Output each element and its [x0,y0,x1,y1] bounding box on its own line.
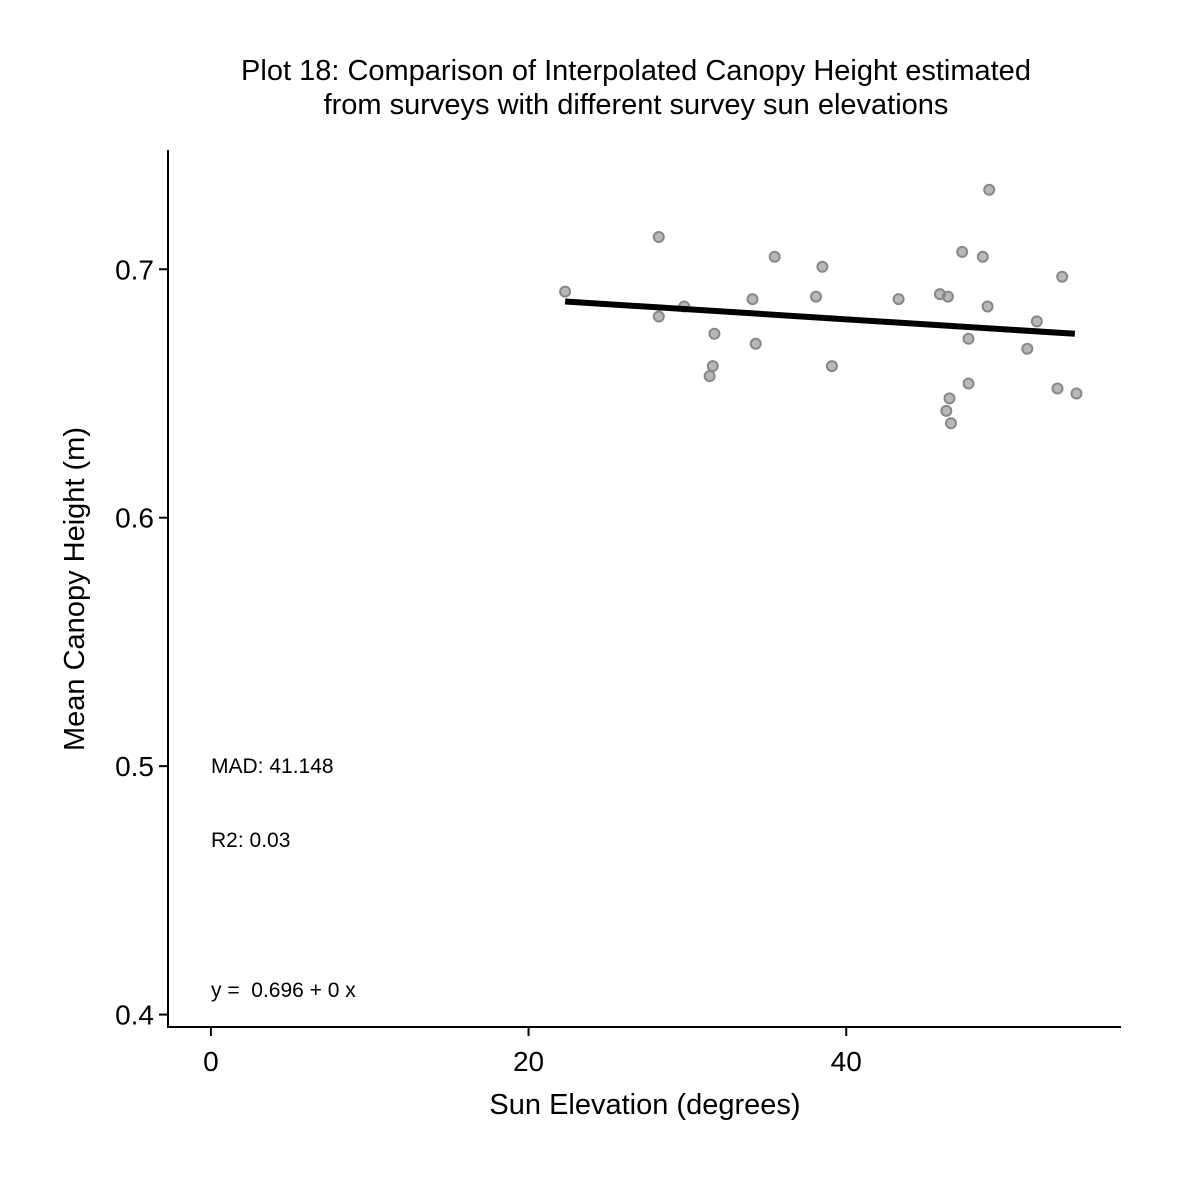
data-point [825,360,838,373]
data-point [1056,270,1069,283]
y-tick-label: 0.5 [115,751,154,782]
data-points [559,183,1083,430]
data-point [1030,315,1043,328]
data-point [1051,382,1064,395]
data-point [816,260,829,273]
axis-ticks: 0 20 40 0.4 0.5 0.6 0.7 [115,254,862,1077]
data-point [940,404,953,417]
data-point [708,327,721,340]
y-tick-label: 0.6 [115,503,154,534]
x-tick-label: 0 [203,1046,219,1077]
y-tick-label: 0.7 [115,254,154,285]
annotation-r2: R2: 0.03 [211,829,290,852]
data-point [962,377,975,390]
data-point [945,417,957,430]
x-tick-label: 40 [831,1046,862,1077]
fit-line [564,298,1076,337]
data-point [981,300,994,313]
data-point [943,392,956,405]
y-axis-title: Mean Canopy Height (m) [59,427,91,751]
data-point [652,231,665,243]
data-point [749,337,762,350]
data-point [746,293,759,306]
data-point [706,360,719,373]
data-point [976,250,989,263]
data-point [810,290,822,303]
data-point [892,293,905,306]
data-point [956,245,969,258]
data-point [962,332,975,345]
data-point [768,250,781,263]
annotation-equation: y = 0.696 + 0 x [211,979,356,1002]
data-point [1070,387,1083,400]
x-axis-title: Sun Elevation (degrees) [489,1089,800,1121]
data-point [559,285,572,298]
fit-line-group [564,298,1076,337]
data-point [983,183,996,196]
data-point [703,370,716,383]
data-point [1021,342,1034,355]
y-tick-label: 0.4 [115,1000,154,1031]
data-point [941,290,954,303]
chart-title: Plot 18: Comparison of Interpolated Cano… [241,55,1031,121]
annotation-mad: MAD: 41.148 [211,755,334,778]
data-point [652,310,665,323]
x-tick-label: 20 [513,1046,544,1077]
